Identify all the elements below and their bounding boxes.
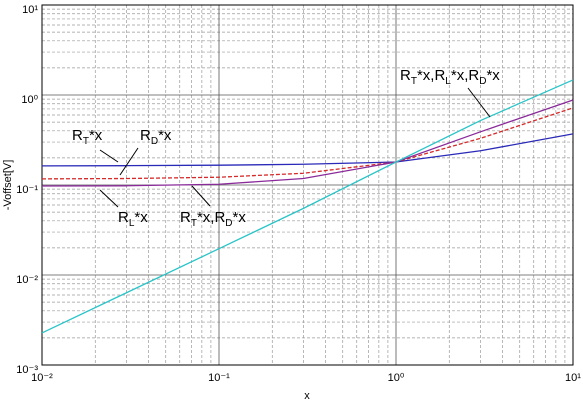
annotation-text: *x [486,67,500,84]
annotation-text: R [400,67,411,84]
annotation-subscript: T [411,76,417,87]
annotation-subscript: D [151,136,158,147]
annotation: RT*x,RD*x [180,209,246,229]
annotation-text: *x [233,209,247,226]
annotation-subscript: L [445,76,451,87]
annotation-text: *x [134,209,148,226]
series-line [41,79,574,334]
annotation: RL*x [118,209,148,229]
y-tick-label: 10⁻¹ [16,184,38,196]
annotation-subscript: T [191,218,197,229]
annotation-text: R [118,209,129,226]
y-tick-label: 10⁰ [21,94,38,106]
annotation-subscript: T [83,136,89,147]
x-tick-label: 10⁻² [31,372,53,384]
x-tick-label: 10⁻¹ [208,372,230,384]
y-tick-label: 10⁻³ [16,364,38,376]
leader-line [119,147,139,176]
annotation-text: *x,R [451,67,480,84]
annotation-text: R [180,209,191,226]
y-axis-label: -Voffset[V] [2,160,14,211]
annotation-text: *x,R [417,67,446,84]
series-line [41,107,574,180]
x-axis-label: x [304,390,310,402]
annotation-text: *x [158,127,172,144]
annotation: RT*x,RL*x,RD*x [400,67,500,87]
x-tick-label: 10¹ [565,372,581,384]
x-tick-label: 10⁰ [388,372,405,384]
series-line [41,99,574,187]
leader-line [99,149,119,163]
y-tick-label: 10⁻² [16,274,38,286]
annotation-text: R [140,127,151,144]
annotation-text: *x,R [197,209,226,226]
annotation: RD*x [140,127,172,147]
annotation-subscript: D [479,76,486,87]
leader-line [467,87,491,118]
annotation: RT*x [72,127,103,147]
plot-frame [41,4,574,366]
annotation-subscript: L [129,218,135,229]
annotation-subscript: D [225,218,232,229]
annotation-text: *x [89,127,103,144]
y-tick-label: 10¹ [22,4,38,16]
leader-line [191,185,211,207]
leader-line [99,189,119,208]
annotation-text: R [72,127,83,144]
